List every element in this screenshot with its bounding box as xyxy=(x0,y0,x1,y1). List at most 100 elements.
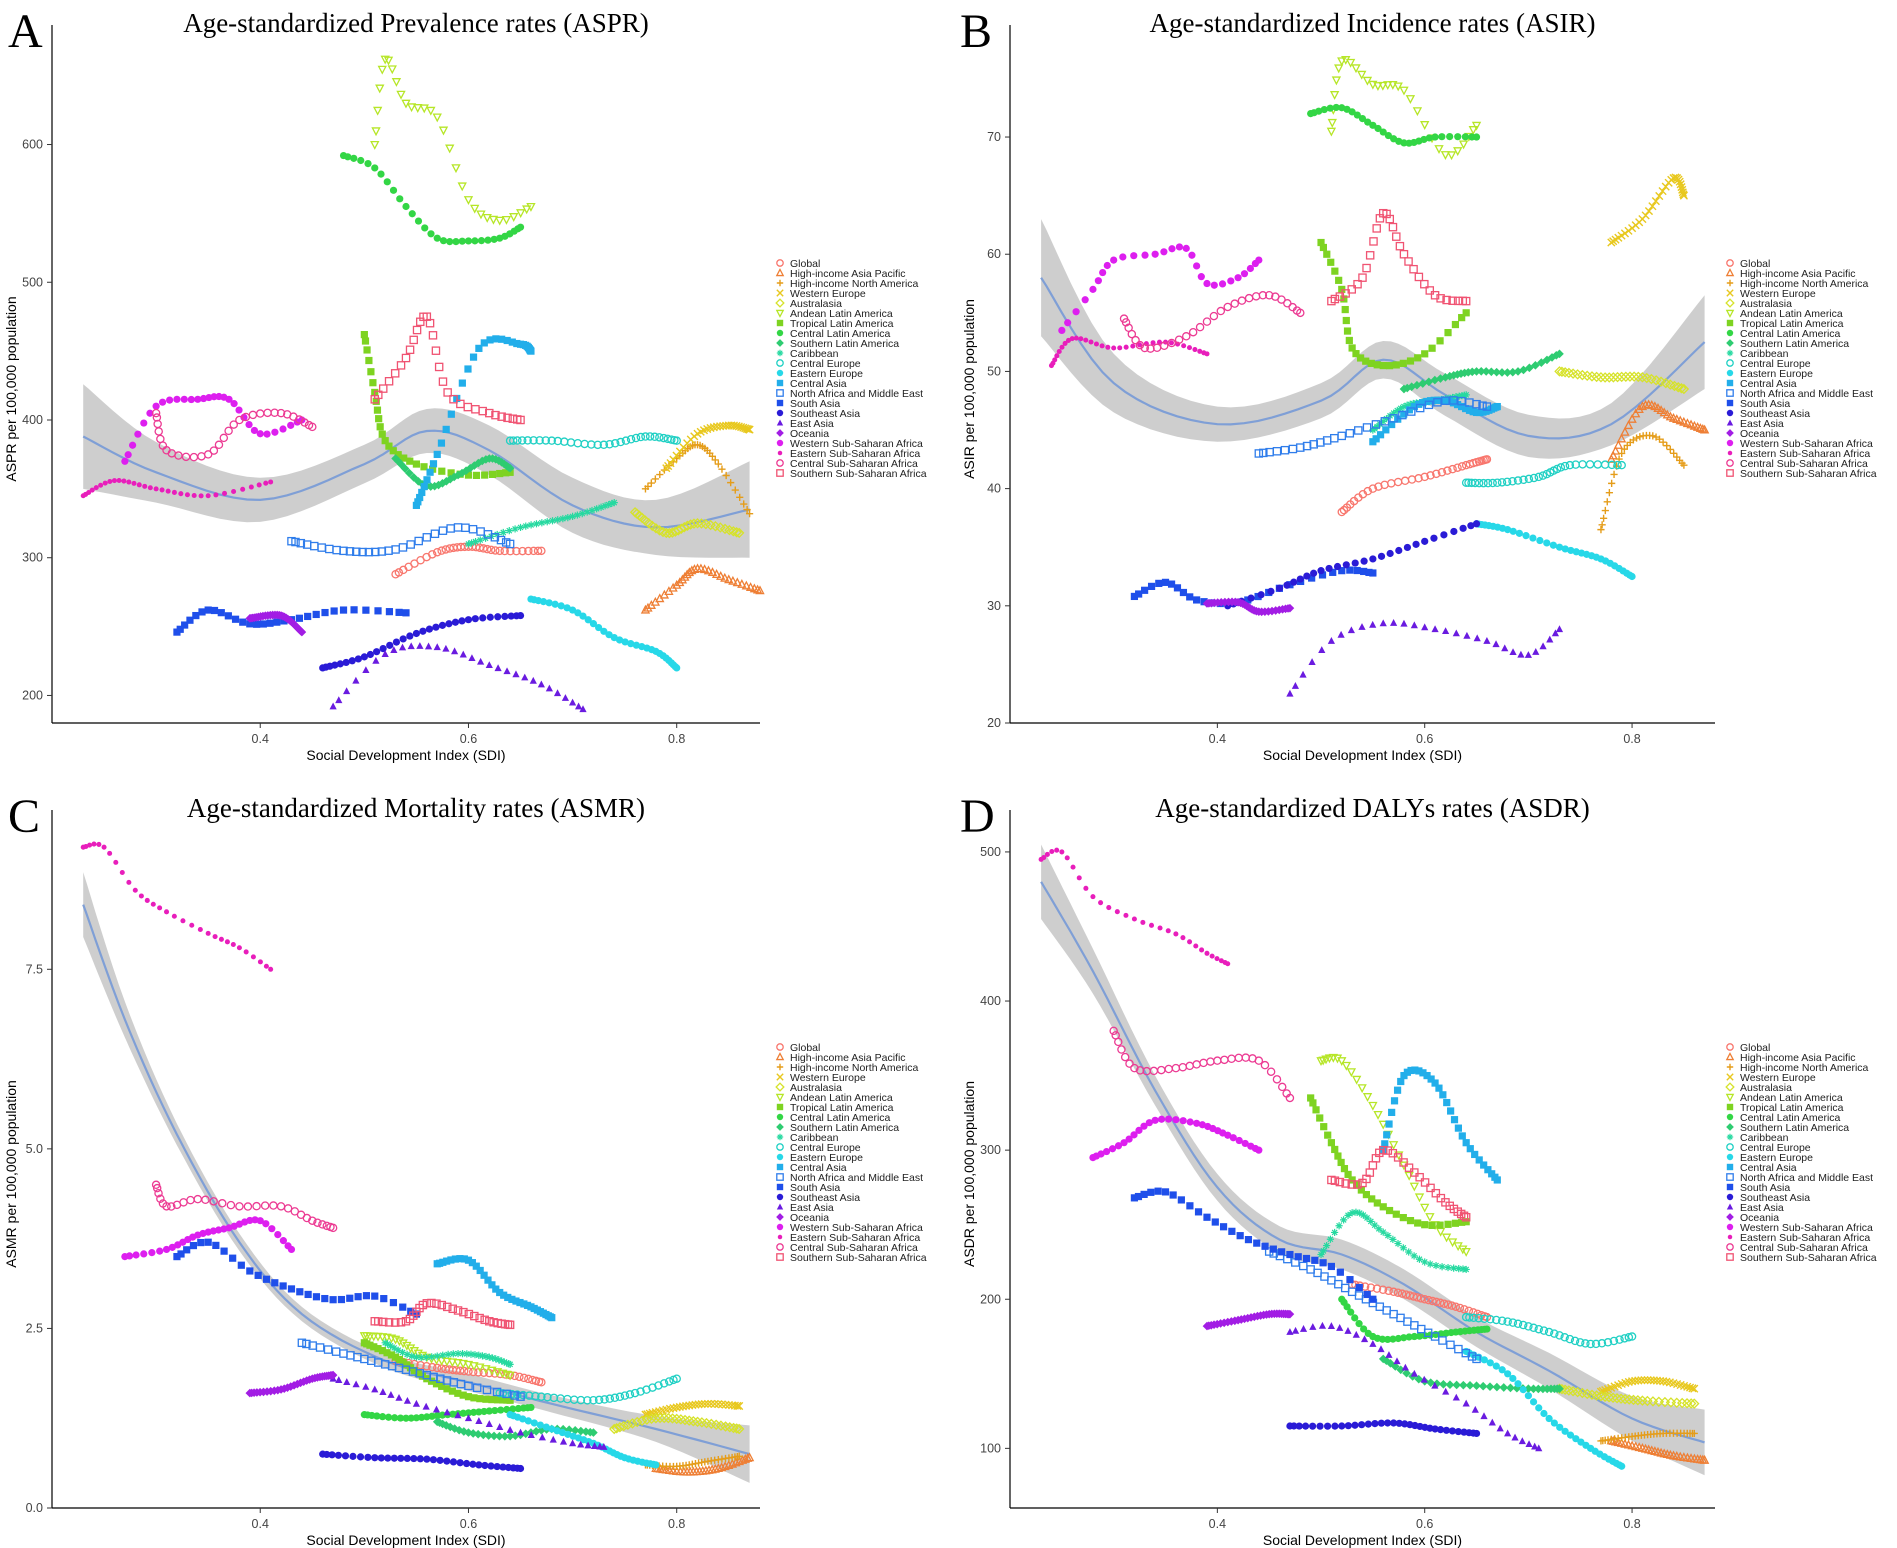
data-point xyxy=(329,1296,337,1304)
data-point xyxy=(422,533,432,542)
data-point xyxy=(548,517,557,525)
data-point xyxy=(422,1299,432,1308)
data-point xyxy=(86,489,92,495)
data-point xyxy=(1442,1387,1450,1395)
data-point xyxy=(1504,526,1512,534)
legend-label-eastern-sub-saharan-africa: Eastern Sub-Saharan Africa xyxy=(1740,448,1870,460)
data-point xyxy=(1414,1193,1425,1203)
data-point xyxy=(287,1285,296,1293)
data-point xyxy=(362,666,370,674)
data-point xyxy=(1400,619,1408,627)
panel-b-y-tick-label: 40 xyxy=(987,482,1001,496)
data-point xyxy=(443,1408,451,1416)
data-point xyxy=(508,338,516,346)
data-point xyxy=(1316,1114,1324,1122)
data-point xyxy=(1462,309,1470,317)
data-point xyxy=(370,1343,378,1351)
data-point xyxy=(1436,1426,1445,1434)
data-point xyxy=(581,1427,591,1437)
data-point xyxy=(1125,1059,1134,1068)
data-point xyxy=(269,1201,278,1210)
data-point xyxy=(1535,1444,1543,1452)
data-point xyxy=(683,1415,695,1426)
data-point xyxy=(406,632,414,640)
data-point xyxy=(464,365,472,373)
data-point xyxy=(1458,140,1469,150)
data-point xyxy=(688,1415,699,1427)
data-point xyxy=(1395,1419,1403,1427)
data-point xyxy=(1455,1303,1465,1313)
legend-label-oceania: Oceania xyxy=(1740,1212,1779,1224)
data-point xyxy=(1389,414,1398,423)
legend-label-southern-latin-america: Southern Latin America xyxy=(790,1122,899,1134)
data-point xyxy=(214,440,224,450)
data-point xyxy=(622,1419,634,1431)
data-point xyxy=(1600,514,1608,522)
data-point xyxy=(156,1247,164,1255)
data-point xyxy=(654,1412,666,1424)
data-point xyxy=(498,335,506,343)
data-point xyxy=(610,439,620,448)
data-point xyxy=(1368,1195,1376,1203)
data-point xyxy=(1559,367,1571,378)
panel-c-series-andean-latin-america xyxy=(359,1332,515,1381)
data-point xyxy=(1378,1285,1388,1295)
data-point xyxy=(1308,658,1316,665)
data-point xyxy=(375,415,383,423)
data-point xyxy=(1246,264,1254,273)
legend-label-western-europe: Western Europe xyxy=(1740,1072,1816,1084)
legend-key-caribbean xyxy=(1726,349,1734,357)
data-point xyxy=(502,469,510,477)
data-point xyxy=(399,635,407,643)
data-point xyxy=(479,544,488,553)
data-point xyxy=(1535,1404,1543,1412)
panel-c-series-tropical-latin-america xyxy=(360,1339,514,1404)
data-point xyxy=(252,1201,261,1211)
data-point xyxy=(456,1255,464,1263)
data-point xyxy=(1471,121,1482,131)
data-point xyxy=(280,617,288,625)
data-point xyxy=(1188,327,1198,337)
data-point xyxy=(308,422,317,432)
data-point xyxy=(1399,1244,1407,1252)
panel-d-series-eastern-europe xyxy=(1462,1347,1626,1470)
data-point xyxy=(493,1396,502,1404)
data-point xyxy=(385,442,393,450)
data-point xyxy=(1368,80,1378,90)
data-point xyxy=(1355,1320,1363,1328)
data-point xyxy=(140,1250,148,1258)
data-point xyxy=(138,893,144,899)
data-point xyxy=(1405,95,1416,104)
data-point xyxy=(1514,1380,1522,1388)
data-point xyxy=(400,464,410,473)
data-point xyxy=(387,1391,395,1398)
data-point xyxy=(573,438,583,448)
legend-key-east-asia xyxy=(1726,419,1734,426)
data-point xyxy=(330,607,338,615)
legend-key-western-europe xyxy=(776,289,784,297)
panel-d-series-caribbean xyxy=(1317,1208,1470,1274)
data-point xyxy=(475,1351,483,1359)
data-point xyxy=(559,1437,568,1445)
legend-key-north-africa-and-middle-east xyxy=(1726,389,1734,397)
data-point xyxy=(432,547,442,557)
data-point xyxy=(667,1413,678,1424)
data-point xyxy=(1556,366,1568,378)
data-point xyxy=(1369,121,1377,129)
data-point xyxy=(728,575,738,585)
data-point xyxy=(1327,118,1337,128)
data-point xyxy=(548,1314,556,1322)
data-point xyxy=(1585,460,1595,469)
data-point xyxy=(201,1195,210,1205)
data-point xyxy=(1174,335,1184,344)
data-point xyxy=(1108,1145,1117,1153)
data-point xyxy=(641,432,650,441)
data-point xyxy=(402,1414,410,1422)
data-point xyxy=(1483,478,1493,488)
legend-label-high-income-asia-pacific: High-income Asia Pacific xyxy=(1740,1052,1856,1064)
data-point xyxy=(398,1339,408,1349)
data-point xyxy=(416,493,424,502)
data-point xyxy=(390,1454,398,1462)
data-point xyxy=(1634,1376,1643,1385)
